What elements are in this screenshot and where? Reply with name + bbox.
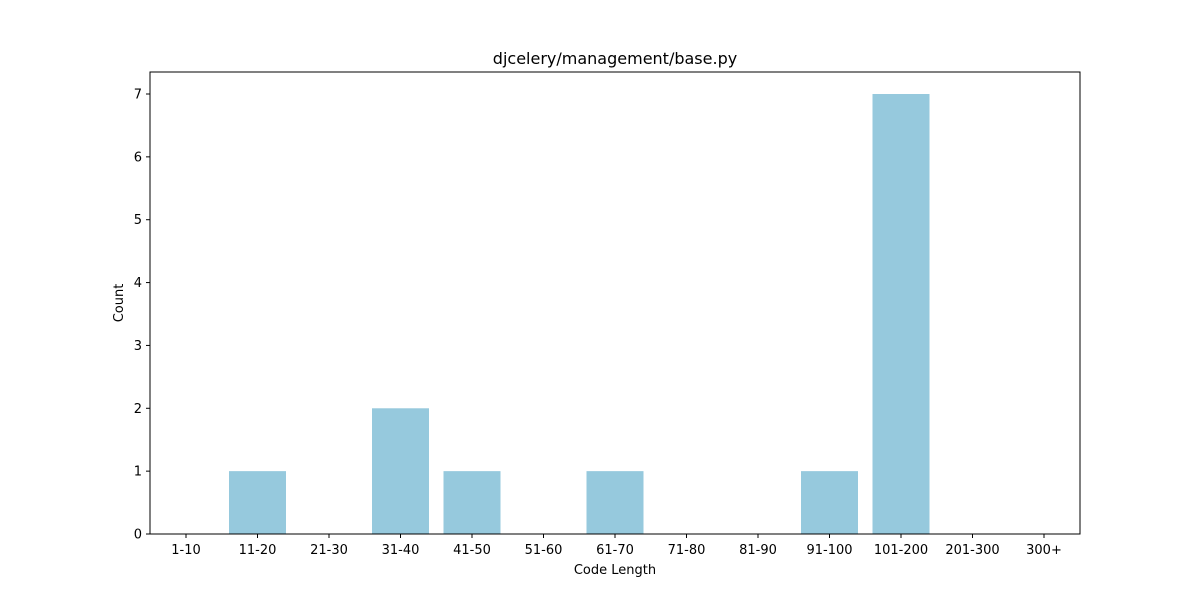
x-tick-label: 11-20 — [239, 543, 277, 558]
y-axis-label: Count — [112, 284, 127, 323]
bar-91-100 — [801, 471, 858, 534]
x-tick-label: 101-200 — [874, 543, 928, 558]
bar-61-70 — [586, 471, 644, 534]
y-tick-label: 3 — [134, 339, 142, 354]
bar-101-200 — [872, 94, 930, 534]
bars-group — [229, 94, 930, 534]
y-tick-label: 6 — [134, 150, 142, 165]
x-axis-ticks: 1-10 11-20 21-30 31-40 41-50 51-60 61-70 71-80 8… — [171, 534, 1062, 558]
x-tick-label: 91-100 — [806, 543, 852, 558]
x-tick-label: 41-50 — [453, 543, 491, 558]
x-tick-label: 71-80 — [668, 543, 706, 558]
y-tick-label: 5 — [134, 213, 142, 228]
y-tick-label: 2 — [134, 402, 142, 417]
x-tick-label: 300+ — [1026, 543, 1062, 558]
bar-11-20 — [229, 471, 286, 534]
x-tick-label: 81-90 — [739, 543, 777, 558]
x-tick-label: 51-60 — [525, 543, 563, 558]
y-axis-ticks: 0 1 2 3 4 5 6 7 — [134, 88, 150, 543]
y-tick-label: 7 — [134, 88, 142, 103]
x-tick-label: 1-10 — [171, 543, 201, 558]
y-tick-label: 1 — [134, 465, 142, 480]
bar-31-40 — [372, 408, 429, 534]
chart-title: djcelery/management/base.py — [493, 49, 737, 68]
plot-area-frame — [149, 71, 1081, 535]
x-tick-label: 31-40 — [382, 543, 420, 558]
y-tick-label: 0 — [134, 528, 142, 543]
x-tick-label: 21-30 — [310, 543, 348, 558]
x-tick-label: 61-70 — [596, 543, 634, 558]
bar-41-50 — [443, 471, 501, 534]
y-tick-label: 4 — [134, 276, 142, 291]
x-axis-label: Code Length — [574, 563, 656, 578]
x-tick-label: 201-300 — [945, 543, 999, 558]
